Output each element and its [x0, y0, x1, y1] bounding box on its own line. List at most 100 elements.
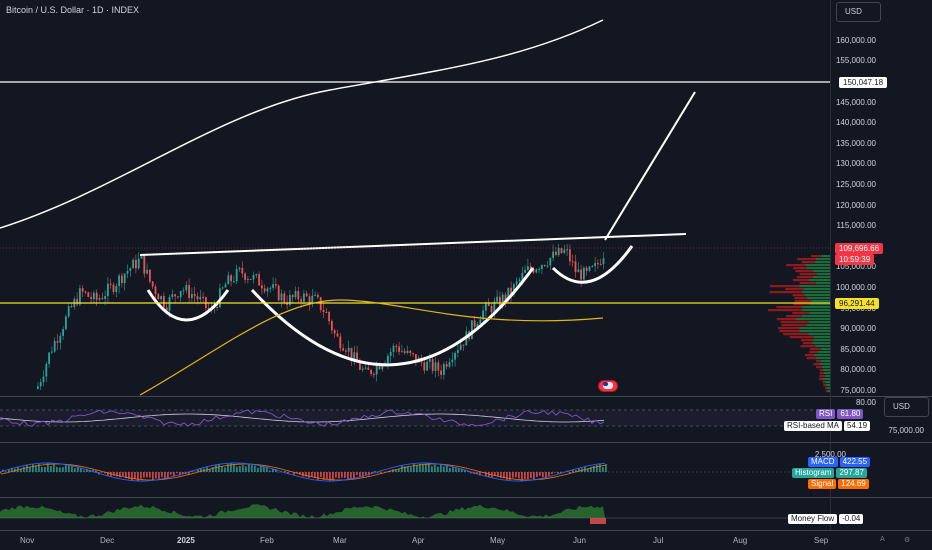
profile-bar-up: [804, 294, 830, 297]
price-axis-label: 130,000.00: [835, 159, 876, 169]
candle-body: [350, 347, 353, 360]
candle-body: [252, 274, 255, 280]
rsi-secondary-axis-label: 75,000.00: [888, 426, 924, 435]
mfi-pane: [0, 504, 830, 524]
histogram-label-row: Histogram 297.87: [792, 468, 867, 478]
support-price-tag: 96,291.44: [835, 298, 879, 309]
macd-histogram-bar: [275, 469, 277, 472]
rsi-name-tag: RSI: [816, 409, 836, 419]
cup-arc: [250, 267, 535, 367]
macd-pane-divider[interactable]: [0, 442, 932, 443]
profile-bar-down: [786, 315, 802, 318]
money-flow-negative: [590, 518, 606, 524]
profile-bar-up: [806, 267, 830, 270]
candle-body: [65, 316, 67, 330]
symbol-title[interactable]: Bitcoin / U.S. Dollar · 1D · INDEX: [6, 5, 140, 15]
candle-body: [101, 298, 104, 300]
currency-button[interactable]: USD: [836, 2, 881, 22]
macd-histogram-bar: [533, 472, 535, 480]
macd-histogram-bar: [485, 472, 487, 477]
candle-body: [403, 351, 406, 353]
alert-icon[interactable]: A: [880, 536, 885, 543]
candle-body: [538, 269, 540, 271]
candle-body: [415, 354, 417, 363]
macd-histogram-bar: [197, 468, 199, 472]
mfi-pane-divider[interactable]: [0, 497, 932, 498]
candle-body: [93, 292, 95, 299]
candle-body: [440, 370, 442, 375]
rsi-ma-label-row: RSI-based MA 54.19: [784, 421, 871, 431]
candles-layer: [37, 243, 605, 391]
macd-histogram-bar: [116, 472, 118, 477]
candle-body: [552, 251, 554, 258]
macd-histogram-bar: [344, 472, 346, 478]
macd-histogram-bar: [107, 472, 109, 477]
price-axis-border: [830, 0, 831, 530]
macd-histogram-bar: [179, 472, 181, 476]
candle-body: [171, 294, 174, 298]
candle-body: [485, 303, 487, 311]
rsi-line: [0, 409, 605, 427]
candle-body: [507, 287, 510, 301]
volume-profile: [768, 255, 830, 393]
candle-body: [123, 273, 126, 284]
candle-body: [535, 269, 538, 273]
macd-histogram-bar: [176, 472, 178, 474]
macd-histogram-bar: [569, 472, 571, 474]
mfi-label-row: Money Flow -0.04: [788, 514, 864, 524]
us-flag-icon[interactable]: [598, 380, 618, 392]
macd-histogram-bar: [593, 465, 595, 472]
candle-body: [277, 285, 280, 301]
profile-bar-up: [813, 336, 830, 339]
macd-histogram-bar: [68, 465, 70, 472]
candle-body: [496, 296, 498, 302]
candle-body: [311, 295, 314, 304]
candle-body: [585, 267, 588, 271]
macd-histogram-bar: [401, 465, 403, 472]
candle-body: [76, 299, 78, 305]
candle-body: [482, 310, 484, 320]
time-axis-label: Apr: [412, 536, 425, 545]
macd-histogram-bar: [110, 472, 112, 477]
profile-bar-up: [813, 270, 830, 273]
profile-bar-up: [815, 345, 830, 348]
profile-bar-down: [799, 282, 816, 285]
settings-icon[interactable]: ⚙: [904, 537, 911, 544]
candle-body: [569, 249, 571, 262]
currency-button-secondary[interactable]: USD: [884, 397, 929, 417]
candle-body: [283, 293, 286, 303]
macd-histogram-bar: [152, 472, 154, 481]
candle-body: [269, 287, 272, 289]
profile-bar-up: [825, 381, 830, 384]
rsi-pane-divider[interactable]: [0, 396, 932, 397]
candle-body: [42, 376, 45, 383]
macd-histogram-bar: [560, 472, 562, 474]
macd-histogram-bar: [407, 466, 409, 472]
profile-bar-up: [813, 339, 830, 342]
macd-histogram-bar: [125, 472, 127, 479]
macd-histogram-bar: [326, 472, 328, 480]
macd-histogram-bar: [29, 466, 31, 472]
candle-body: [549, 257, 552, 266]
profile-bar-up: [806, 324, 830, 327]
candle-body: [462, 344, 465, 346]
candle-body: [395, 345, 398, 347]
candle-body: [207, 308, 210, 310]
macd-histogram-bar: [65, 465, 67, 472]
profile-bar-up: [805, 264, 830, 267]
profile-bar-up: [799, 330, 830, 333]
candle-body: [359, 362, 361, 370]
profile-bar-up: [821, 348, 830, 351]
candle-body: [81, 288, 84, 292]
candle-body: [258, 274, 260, 286]
macd-histogram-bar: [518, 472, 520, 479]
macd-line: [0, 462, 606, 482]
candle-body: [230, 275, 232, 282]
profile-bar-down: [777, 327, 800, 330]
time-axis-label: Nov: [20, 536, 35, 545]
candle-body: [398, 346, 400, 352]
macd-histogram-bar: [338, 472, 340, 479]
rsi-level-label: 80.00: [855, 398, 876, 407]
profile-bar-up: [826, 384, 830, 387]
